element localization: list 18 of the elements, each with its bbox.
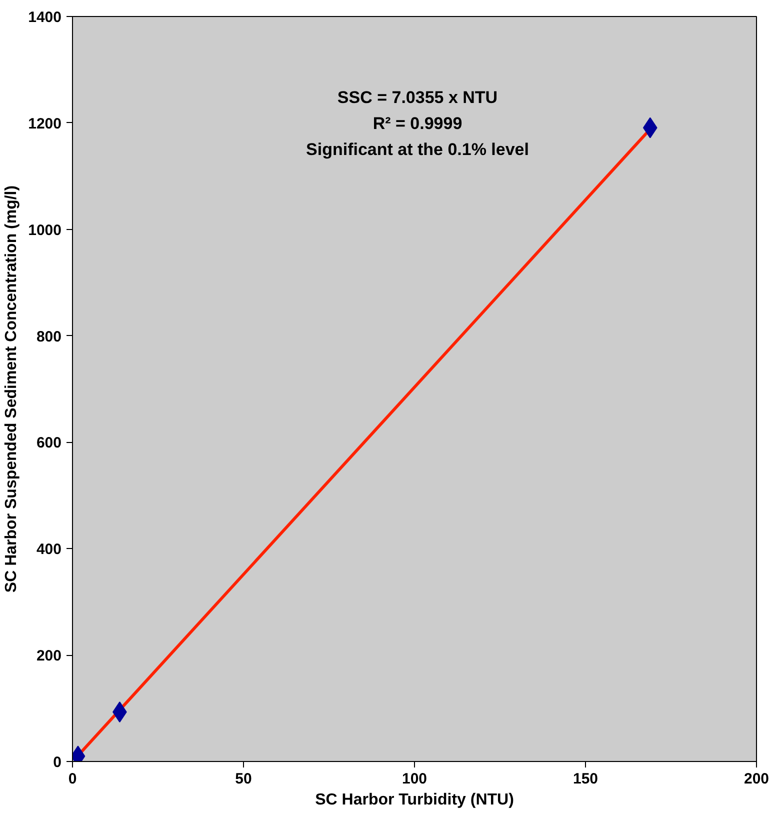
y-tick-label: 400 — [36, 541, 62, 558]
y-tick-label: 1000 — [28, 222, 62, 239]
y-tick-label: 1200 — [28, 115, 62, 132]
annotation: SSC = 7.0355 x NTU — [337, 88, 498, 107]
x-tick-label: 100 — [402, 770, 428, 788]
x-tick-label: 0 — [68, 770, 77, 788]
y-tick-label: 800 — [36, 328, 62, 346]
x-axis-title: SC Harbor Turbidity (NTU) — [315, 792, 514, 808]
y-axis-title: SC Harbor Suspended Sediment Concentration (mg/l) — [3, 185, 20, 593]
y-tick-label: 0 — [53, 754, 62, 771]
annotation: Significant at the 0.1% level — [306, 140, 529, 159]
annotation: R² = 0.9999 — [372, 114, 462, 133]
x-tick-label: 50 — [235, 770, 252, 788]
y-tick-label: 600 — [36, 434, 62, 452]
x-tick-label: 150 — [572, 770, 598, 788]
y-tick-label: 1400 — [28, 9, 62, 26]
x-tick-label: 200 — [744, 770, 770, 788]
y-tick-label: 200 — [36, 648, 62, 665]
